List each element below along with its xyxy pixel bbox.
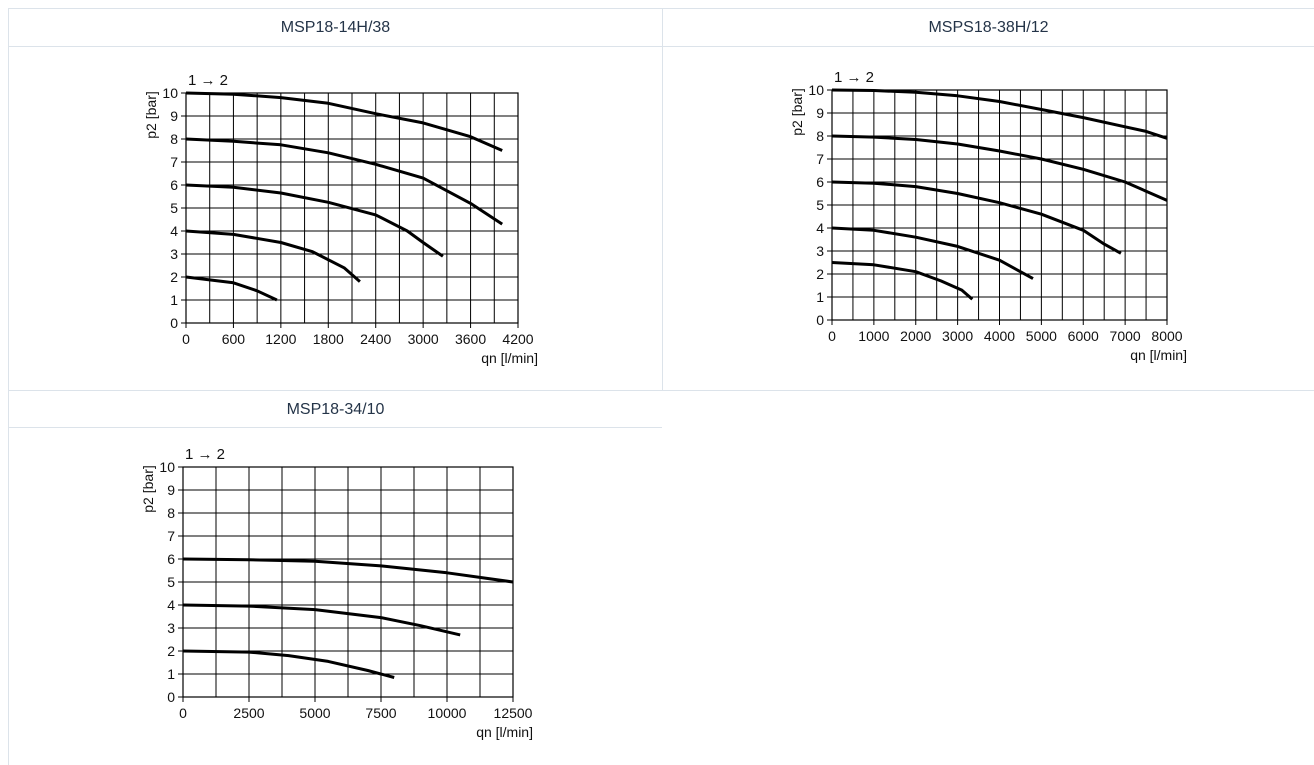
chart1-xtick-label-2: 1200 [265, 331, 296, 347]
chart2-ytick-label-8: 8 [816, 128, 824, 144]
chart2-ytick-label-7: 7 [816, 151, 824, 167]
chart3-flow-direction-label: 1 → 2 [185, 446, 225, 463]
chart3-ytick-label-10: 10 [159, 459, 175, 475]
chart1-ytick-label-4: 4 [170, 223, 178, 239]
chart1-y-axis-label: p2 [bar] [143, 91, 159, 138]
chart1-ytick-label-5: 5 [170, 200, 178, 216]
chart1-series-line-4 [185, 229, 361, 283]
chart3-series-line-2 [182, 603, 461, 637]
chart2-ytick-label-2: 2 [816, 266, 824, 282]
chart1-series-line-2 [185, 137, 504, 226]
chart3-xtick-label-1: 2500 [233, 705, 264, 721]
chart2-ytick-label-6: 6 [816, 174, 824, 190]
panel-title-2: MSPS18-38H/12 [662, 9, 1314, 47]
chart3-ytick-label-7: 7 [167, 528, 175, 544]
chart2-series-line-2 [831, 134, 1168, 202]
chart2-xtick-label-0: 0 [828, 328, 836, 344]
chart1-ytick-label-1: 1 [170, 292, 178, 308]
chart2-series-line-4 [831, 226, 1034, 280]
chart2-ytick-label-1: 1 [816, 289, 824, 305]
chart1-xtick-label-5: 3000 [408, 331, 439, 347]
chart1-ytick-label-0: 0 [170, 315, 178, 331]
chart1-plot-frame [185, 92, 519, 324]
chart2-xtick-label-6: 6000 [1068, 328, 1099, 344]
chart3-xtick-label-3: 7500 [365, 705, 396, 721]
chart3-ytick-label-2: 2 [167, 643, 175, 659]
chart3-x-axis-label: qn [l/min] [476, 724, 533, 740]
chart1-xtick-label-4: 2400 [360, 331, 391, 347]
chart3-series-line-1 [182, 557, 514, 584]
chart3-xtick-label-2: 5000 [299, 705, 330, 721]
chart2-xtick-label-7: 7000 [1110, 328, 1141, 344]
chart1-xtick-label-1: 600 [222, 331, 246, 347]
chart3-ytick-label-4: 4 [167, 597, 175, 613]
chart3-ytick-label-1: 1 [167, 666, 175, 682]
chart3-xtick-label-4: 10000 [428, 705, 467, 721]
chart3-ytick-label-6: 6 [167, 551, 175, 567]
chart2-ytick-label-4: 4 [816, 220, 824, 236]
panel-title-3: MSP18-34/10 [9, 390, 662, 428]
chart1-xtick-label-7: 4200 [502, 331, 533, 347]
chart1-flow-direction-label: 1 → 2 [188, 72, 228, 89]
chart2-xtick-label-2: 2000 [900, 328, 931, 344]
chart1-xtick-label-6: 3600 [455, 331, 486, 347]
chart1-ytick-label-8: 8 [170, 131, 178, 147]
chart2-x-axis-label: qn [l/min] [1130, 347, 1187, 363]
chart2-xtick-label-1: 1000 [858, 328, 889, 344]
chart-grid-container: MSP18-14H/38 MSPS18-38H/12 MSP18-34/10 [8, 8, 1314, 765]
panel-title-3-text: MSP18-34/10 [286, 401, 385, 418]
chart2-ytick-label-0: 0 [816, 312, 824, 328]
chart3-ytick-label-3: 3 [167, 620, 175, 636]
chart1-series-line-1 [185, 91, 503, 152]
chart2-xtick-label-5: 5000 [1026, 328, 1057, 344]
chart3-xtick-label-5: 12500 [494, 705, 533, 721]
chart2-ytick-label-3: 3 [816, 243, 824, 259]
chart2-series-line-3 [831, 180, 1122, 255]
chart2-ytick-label-9: 9 [816, 105, 824, 121]
chart3-ytick-label-8: 8 [167, 505, 175, 521]
chart1-series-line-5 [185, 275, 278, 302]
chart2-xtick-label-4: 4000 [984, 328, 1015, 344]
panel-title-1: MSP18-14H/38 [9, 9, 662, 47]
chart1-series-line-3 [185, 183, 444, 258]
chart2-series-line-5 [831, 261, 974, 301]
chart1-ytick-label-9: 9 [170, 108, 178, 124]
chart1-ytick-label-7: 7 [170, 154, 178, 170]
chart3-ytick-label-9: 9 [167, 482, 175, 498]
chart1-ytick-label-2: 2 [170, 269, 178, 285]
chart3-ytick-label-0: 0 [167, 689, 175, 705]
chart3-y-axis-label: p2 [bar] [140, 465, 156, 512]
chart3-xtick-label-0: 0 [179, 705, 187, 721]
chart2-y-axis-label: p2 [bar] [789, 88, 805, 135]
chart3-series-line-3 [182, 649, 395, 679]
chart2-flow-direction-label: 1 → 2 [834, 69, 874, 86]
chart2-ytick-label-5: 5 [816, 197, 824, 213]
chart2-series-line-1 [831, 88, 1168, 140]
chart2-ytick-label-10: 10 [808, 82, 824, 98]
chart1-ytick-label-6: 6 [170, 177, 178, 193]
chart2-xtick-label-3: 3000 [942, 328, 973, 344]
chart3-ytick-label-5: 5 [167, 574, 175, 590]
chart1-xtick-label-0: 0 [182, 331, 190, 347]
divider-horizontal [662, 390, 1314, 391]
chart1-ytick-label-3: 3 [170, 246, 178, 262]
divider-vertical [662, 9, 663, 390]
chart2-xtick-label-8: 8000 [1151, 328, 1182, 344]
chart1-xtick-label-3: 1800 [313, 331, 344, 347]
chart1-ytick-label-10: 10 [162, 85, 178, 101]
chart1-x-axis-label: qn [l/min] [481, 350, 538, 366]
